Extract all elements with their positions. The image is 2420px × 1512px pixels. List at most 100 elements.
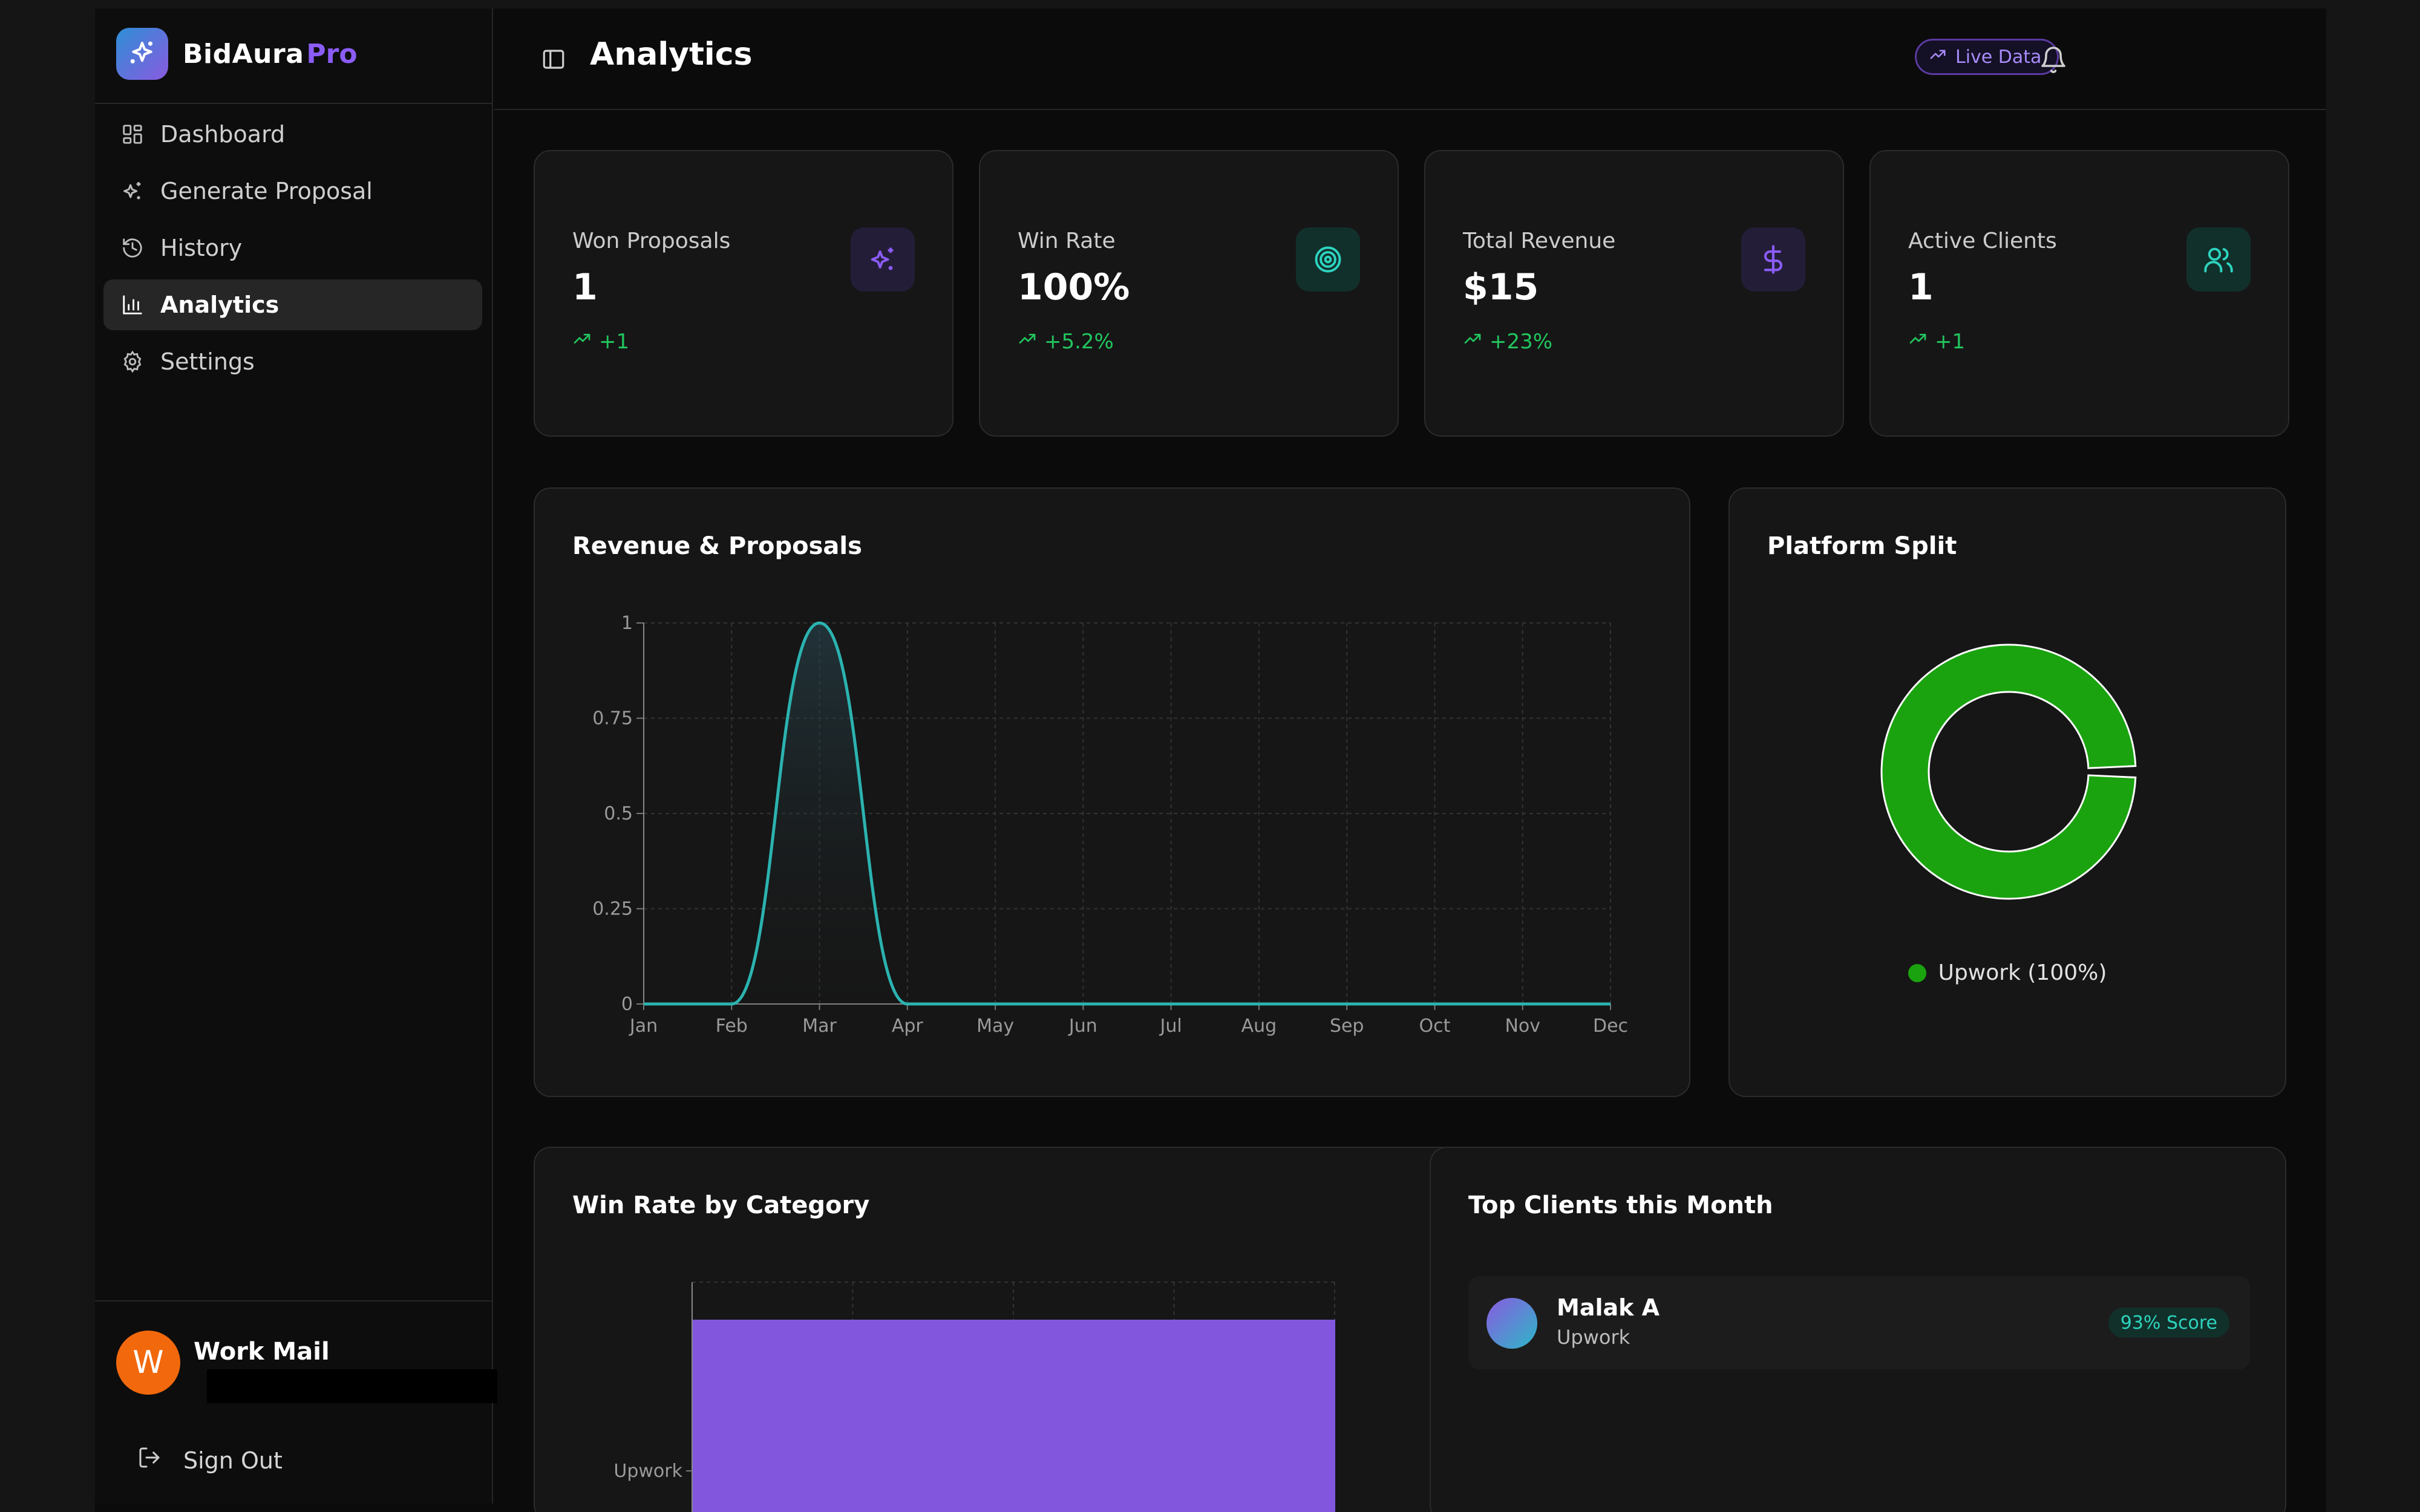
brand-name: BidAura [183, 38, 304, 70]
stat-change-value: +1 [1935, 329, 1966, 354]
stat-card-won-proposals: Won Proposals 1 +1 [534, 150, 953, 437]
stat-value: 1 [1908, 266, 1934, 308]
x-tick-label: Dec [1593, 1015, 1628, 1037]
live-data-badge[interactable]: Live Data [1915, 39, 2059, 75]
history-icon [119, 235, 146, 261]
sidebar-item-settings[interactable]: Settings [103, 336, 482, 387]
sidebar: BidAuraPro Dashboard Generate Proposal [95, 8, 497, 1504]
win-rate-bar-chart: Upwork [613, 1282, 1335, 1512]
user-name: Work Mail [194, 1338, 330, 1366]
avatar: W [116, 1331, 180, 1395]
y-tick-label: 1 [621, 613, 633, 634]
stat-label: Win Rate [1018, 229, 1116, 253]
card-title: Win Rate by Category [572, 1191, 870, 1219]
sidebar-nav: Dashboard Generate Proposal History Anal… [103, 109, 482, 393]
app-window: BidAuraPro Dashboard Generate Proposal [95, 0, 2326, 1512]
sidebar-item-label: Analytics [160, 292, 280, 318]
client-name: Malak A [1557, 1294, 1660, 1321]
sparkles-icon [119, 178, 146, 204]
brand-suffix: Pro [306, 38, 358, 70]
y-tick-label: Upwork [613, 1461, 682, 1482]
sidebar-item-history[interactable]: History [103, 223, 482, 273]
divider [95, 103, 492, 104]
sign-out-label: Sign Out [183, 1447, 283, 1474]
bell-icon[interactable] [2036, 42, 2071, 77]
brand[interactable]: BidAuraPro [116, 27, 358, 81]
stat-change: +5.2% [1018, 329, 1114, 354]
stat-change: +1 [572, 329, 629, 354]
series-area [644, 623, 1611, 1004]
revenue-line-chart: 0 0.25 0.5 0.75 1 Jan Feb Mar Apr May Jun Jul Aug Sep… [592, 613, 1628, 1037]
y-tick-label: 0.5 [604, 803, 633, 824]
stat-label: Active Clients [1908, 229, 2057, 253]
client-score-badge: 93% Score [2108, 1308, 2229, 1338]
revenue-chart-card: Revenue & Proposals 0 0.25 0.5 0.75 1 Jan Feb M… [534, 487, 1690, 1097]
x-tick-label: Oct [1419, 1015, 1451, 1037]
legend-label: Upwork (100%) [1938, 960, 2107, 985]
trending-up-icon [572, 329, 592, 354]
platform-donut-chart [1880, 644, 2137, 900]
users-icon [2186, 227, 2251, 292]
pie-slice [1880, 644, 2137, 900]
stat-change-value: +1 [599, 329, 630, 354]
y-tick-label: 0 [621, 994, 633, 1015]
x-tick-label: Feb [716, 1015, 748, 1037]
stat-label: Won Proposals [572, 229, 731, 253]
gear-icon [119, 348, 146, 375]
x-tick-label: Sep [1330, 1015, 1364, 1037]
stat-card-win-rate: Win Rate 100% +5.2% [979, 150, 1399, 437]
sidebar-item-analytics[interactable]: Analytics [103, 279, 482, 330]
series-line [644, 621, 1611, 1006]
page-title: Analytics [590, 36, 753, 73]
client-row[interactable]: Malak A Upwork 93% Score [1468, 1276, 2250, 1369]
stat-change: +1 [1908, 329, 1965, 354]
trending-up-icon [1908, 329, 1928, 354]
bar-chart-icon [119, 292, 146, 318]
x-tick-label: Jan [629, 1015, 658, 1037]
sidebar-item-dashboard[interactable]: Dashboard [103, 109, 482, 160]
stat-change-value: +23% [1490, 329, 1553, 354]
stat-change: +23% [1463, 329, 1552, 354]
sign-out-button[interactable]: Sign Out [137, 1445, 283, 1475]
sidebar-item-label: History [160, 235, 243, 261]
stat-label: Total Revenue [1463, 229, 1616, 253]
dollar-icon [1741, 227, 1805, 292]
stat-change-value: +5.2% [1044, 329, 1114, 354]
x-tick-label: Jul [1159, 1015, 1182, 1037]
live-badge-label: Live Data [1955, 46, 2042, 68]
x-tick-label: Aug [1241, 1015, 1277, 1037]
dashboard-icon [119, 121, 146, 148]
donut-legend: Upwork (100%) [1730, 960, 2285, 985]
stat-value: 1 [572, 266, 598, 308]
legend-dot [1908, 963, 1926, 982]
trending-up-icon [1929, 45, 1947, 68]
sidebar-item-label: Settings [160, 348, 255, 375]
stat-card-active-clients: Active Clients 1 +1 [1869, 150, 2289, 437]
top-clients-card: Top Clients this Month Malak A Upwork 93… [1430, 1147, 2286, 1512]
client-platform: Upwork [1557, 1326, 1630, 1349]
sidebar-item-generate-proposal[interactable]: Generate Proposal [103, 166, 482, 217]
user-profile[interactable]: W Work Mail [116, 1331, 497, 1403]
trending-up-icon [1463, 329, 1482, 354]
win-rate-card: Win Rate by Category Upwork [534, 1147, 1487, 1512]
stat-value: 100% [1018, 266, 1130, 308]
x-tick-label: May [976, 1015, 1014, 1037]
target-icon [1296, 227, 1360, 292]
x-tick-label: Apr [892, 1015, 924, 1037]
trending-up-icon [1018, 329, 1037, 354]
stat-value: $15 [1463, 266, 1539, 308]
y-tick-label: 0.75 [592, 708, 633, 729]
divider [95, 1300, 492, 1302]
x-tick-label: Nov [1505, 1015, 1540, 1037]
x-tick-label: Mar [802, 1015, 837, 1037]
avatar [1486, 1298, 1537, 1349]
sidebar-toggle-icon[interactable] [538, 44, 569, 75]
logout-icon [137, 1445, 162, 1475]
redacted-email [207, 1369, 497, 1403]
card-title: Platform Split [1767, 532, 1957, 560]
sidebar-item-label: Dashboard [160, 121, 286, 148]
x-tick-label: Jun [1068, 1015, 1097, 1037]
y-tick-label: 0.25 [592, 899, 633, 920]
platform-split-card: Platform Split Upwork (100%) [1728, 487, 2286, 1097]
sidebar-item-label: Generate Proposal [160, 178, 373, 204]
